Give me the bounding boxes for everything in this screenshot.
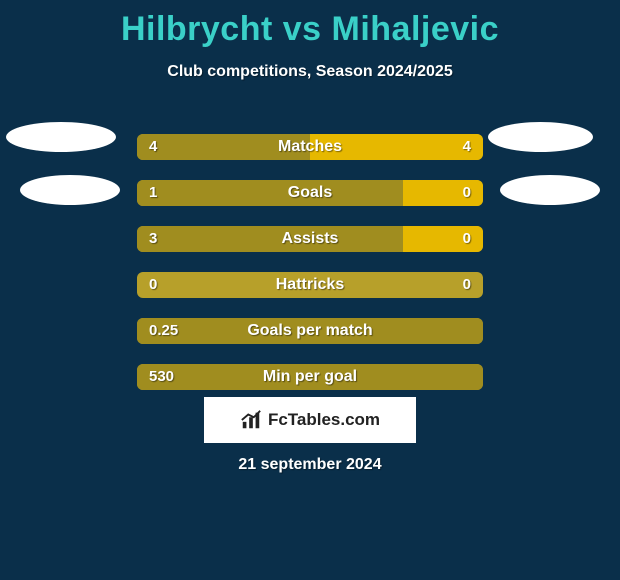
stat-label: Goals xyxy=(137,180,483,206)
brand-badge: FcTables.com xyxy=(204,397,416,443)
comparison-infographic: Hilbrycht vs Mihaljevic Club competition… xyxy=(0,0,620,580)
stat-label: Hattricks xyxy=(137,272,483,298)
brand-logo-icon xyxy=(240,409,262,431)
page-title: Hilbrycht vs Mihaljevic xyxy=(0,0,620,49)
stat-row: 530Min per goal xyxy=(0,354,620,400)
stat-label: Goals per match xyxy=(137,318,483,344)
stat-row: 44Matches xyxy=(0,124,620,170)
stat-row: 10Goals xyxy=(0,170,620,216)
stat-row: 30Assists xyxy=(0,216,620,262)
subtitle: Club competitions, Season 2024/2025 xyxy=(0,63,620,81)
date-label: 21 september 2024 xyxy=(0,456,620,474)
stat-label: Assists xyxy=(137,226,483,252)
brand-label: FcTables.com xyxy=(268,410,380,430)
stat-label: Min per goal xyxy=(137,364,483,390)
stat-label: Matches xyxy=(137,134,483,160)
stats-rows: 44Matches10Goals30Assists00Hattricks0.25… xyxy=(0,124,620,400)
stat-row: 00Hattricks xyxy=(0,262,620,308)
stat-row: 0.25Goals per match xyxy=(0,308,620,354)
